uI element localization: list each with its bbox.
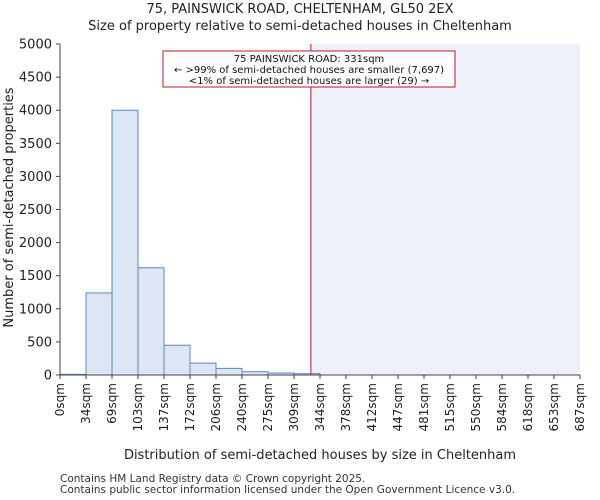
y-tick-label: 5000 (19, 38, 52, 53)
y-tick-label: 4000 (19, 104, 52, 119)
annotation-box (162, 50, 456, 88)
larger-region-shade (310, 44, 580, 375)
chart-title: 75, PAINSWICK ROAD, CHELTENHAM, GL50 2EX (146, 2, 454, 17)
y-axis-label: Number of semi-detached properties (2, 87, 17, 327)
x-tick-label: 240sqm (235, 383, 249, 431)
x-tick-label: 103sqm (131, 383, 145, 431)
x-tick-label: 412sqm (365, 383, 379, 431)
y-tick-label: 4500 (19, 71, 52, 86)
x-tick-label: 515sqm (443, 383, 457, 431)
histogram-bar (137, 267, 165, 376)
x-tick-label: 137sqm (157, 383, 171, 431)
annotation-line: 75 PAINSWICK ROAD: 331sqm (234, 54, 385, 65)
x-tick-label: 34sqm (79, 383, 93, 424)
x-axis-label: Distribution of semi-detached houses by … (124, 448, 516, 463)
x-tick-label: 687sqm (573, 383, 587, 431)
y-tick-label: 3500 (19, 137, 52, 152)
x-tick-label: 206sqm (209, 383, 223, 431)
x-tick-label: 275sqm (261, 383, 275, 431)
x-tick-label: 309sqm (287, 383, 301, 431)
y-tick-label: 1500 (19, 269, 52, 284)
x-tick-label: 344sqm (313, 383, 327, 431)
histogram-bar (85, 292, 113, 376)
footer-licence: Contains public sector information licen… (60, 484, 516, 496)
x-tick-label: 447sqm (391, 383, 405, 431)
y-tick-label: 500 (27, 335, 52, 350)
x-tick-label: 584sqm (495, 383, 509, 431)
histogram-bar (111, 109, 139, 376)
y-tick-label: 2000 (19, 236, 52, 251)
x-tick-label: 378sqm (339, 383, 353, 431)
chart-subtitle: Size of property relative to semi-detach… (88, 19, 512, 34)
histogram-bar (215, 367, 243, 376)
annotation-line: ← >99% of semi-detached houses are small… (174, 65, 444, 76)
y-tick-label: 1000 (19, 302, 52, 317)
annotation-line: <1% of semi-detached houses are larger (… (189, 76, 429, 87)
footer-copyright: Contains HM Land Registry data © Crown c… (60, 473, 366, 485)
x-tick-label: 653sqm (547, 383, 561, 431)
x-tick-label: 69sqm (105, 383, 119, 424)
y-tick-label: 0 (44, 369, 52, 384)
x-tick-label: 0sqm (53, 383, 67, 416)
x-tick-label: 481sqm (417, 383, 431, 431)
x-tick-label: 172sqm (183, 383, 197, 431)
histogram-bar (189, 362, 217, 376)
y-tick-label: 3000 (19, 170, 52, 185)
x-tick-label: 618sqm (521, 383, 535, 431)
x-tick-label: 550sqm (469, 383, 483, 431)
histogram-bar (163, 344, 191, 376)
y-tick-label: 2500 (19, 203, 52, 218)
